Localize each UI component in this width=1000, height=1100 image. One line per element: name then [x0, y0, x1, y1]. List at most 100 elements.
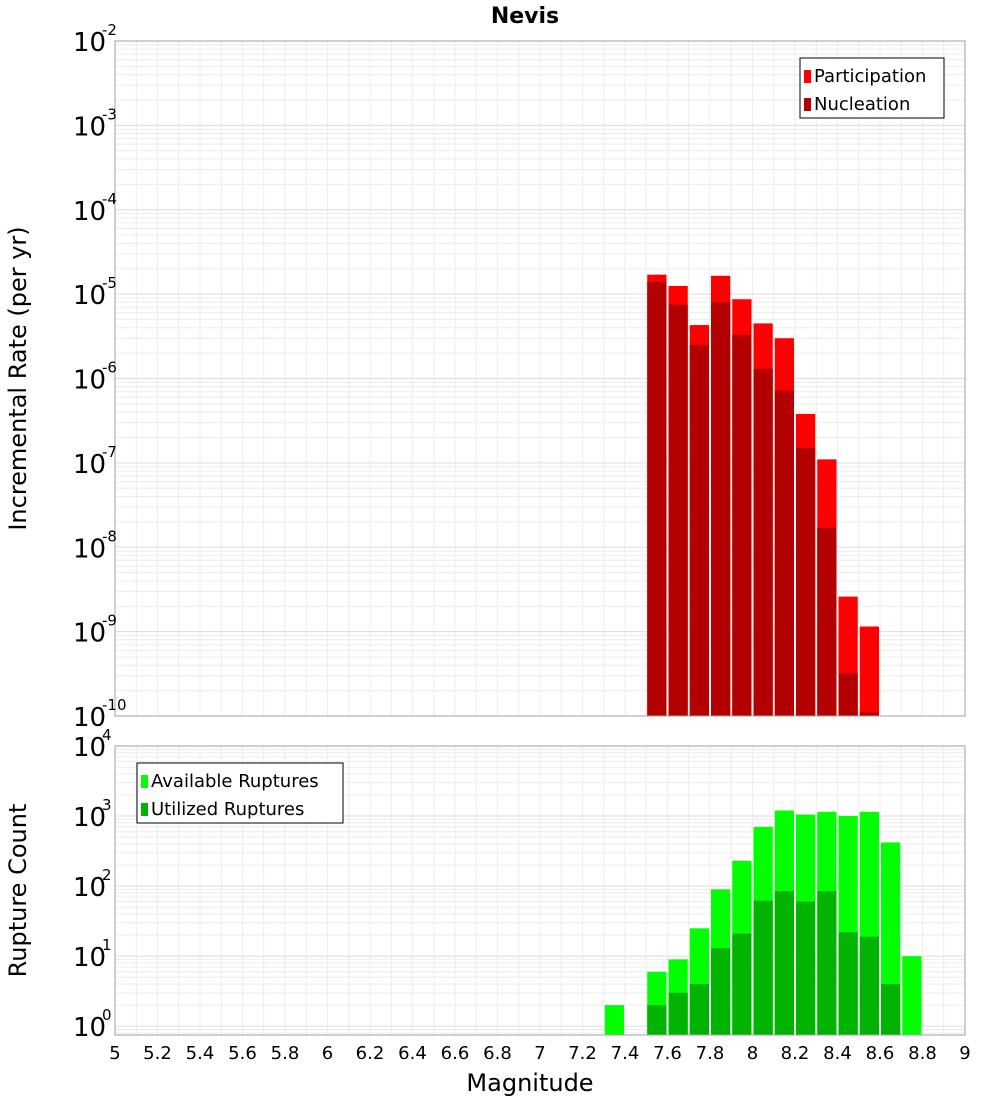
legend-label: Utilized Ruptures [151, 799, 304, 820]
y-tick-label: 10-3 [73, 105, 117, 142]
y-tick-base: 10 [73, 803, 106, 833]
legend: Participation Nucleation [799, 57, 945, 119]
bar [796, 901, 816, 1035]
bar [647, 281, 667, 716]
bar [689, 344, 709, 716]
legend: Available Ruptures Utilized Ruptures [136, 762, 344, 824]
y-tick-base: 10 [73, 703, 106, 733]
bar [647, 1005, 667, 1035]
bar [902, 956, 922, 1035]
x-tick-label: 6 [322, 1043, 333, 1064]
bar [838, 932, 858, 1035]
x-tick-label: 8.8 [908, 1043, 937, 1064]
legend-item: Nucleation [804, 94, 910, 115]
x-tick-label: 5 [109, 1043, 120, 1064]
y-tick-label: 10-7 [73, 443, 117, 480]
chart-title: Nevis [491, 4, 559, 29]
x-tick-label: 6.8 [483, 1043, 512, 1064]
x-tick-label: 9 [959, 1043, 970, 1064]
y-tick-label: 10-2 [73, 21, 117, 58]
legend-swatch [804, 98, 811, 111]
y-tick-base: 10 [73, 28, 106, 58]
x-tick-label: 5.6 [228, 1043, 257, 1064]
bar [668, 992, 688, 1035]
y-tick-base: 10 [73, 619, 106, 649]
y-tick-exponent: -4 [102, 190, 117, 208]
legend-swatch [804, 70, 811, 83]
y-tick-exponent: -5 [102, 274, 117, 292]
y-tick-exponent: -3 [102, 105, 117, 123]
y-tick-label: 10-4 [73, 190, 117, 227]
y-tick-exponent: 4 [102, 726, 112, 744]
y-tick-exponent: 2 [102, 866, 112, 884]
y-tick-base: 10 [73, 281, 106, 311]
x-tick-label: 8.2 [781, 1043, 810, 1064]
y-tick-label: 101 [73, 936, 112, 973]
bar [668, 304, 688, 716]
legend-item: Available Ruptures [141, 771, 319, 792]
y-tick-base: 10 [73, 1013, 106, 1043]
legend-item: Utilized Ruptures [141, 799, 304, 820]
y-tick-exponent: -8 [102, 527, 117, 545]
bar [732, 933, 752, 1035]
legend-item: Participation [804, 66, 926, 87]
y-tick-label: 10-8 [73, 527, 117, 564]
bar [817, 527, 837, 716]
x-tick-label: 7.4 [611, 1043, 640, 1064]
y-tick-base: 10 [73, 197, 106, 227]
x-tick-labels: 5 5.2 5.4 5.6 5.8 6 6.2 6.4 6.6 6.8 7 7.2 7.4 7.6 7.8 8… [109, 1043, 970, 1064]
x-tick-label: 8.4 [823, 1043, 852, 1064]
y-tick-base: 10 [73, 873, 106, 903]
series-nucleation [647, 281, 879, 716]
grid [114, 41, 966, 717]
plot-frame [114, 40, 966, 717]
y-tick-label: 102 [73, 866, 112, 903]
bars [604, 810, 922, 1035]
bar [689, 984, 709, 1035]
x-tick-label: 7.2 [568, 1043, 597, 1064]
y-tick-labels: 10-210-310-410-510-610-710-810-910-10 [73, 21, 127, 733]
legend-label: Participation [814, 66, 926, 87]
x-tick-label: 5.8 [271, 1043, 300, 1064]
y-tick-exponent: 3 [102, 796, 112, 814]
x-tick-label: 6.6 [441, 1043, 470, 1064]
y-tick-label: 103 [73, 796, 112, 833]
x-tick-label: 5.4 [186, 1043, 215, 1064]
y-tick-base: 10 [73, 450, 106, 480]
x-tick-label: 7 [534, 1043, 545, 1064]
x-tick-label: 8.6 [866, 1043, 895, 1064]
legend-label: Nucleation [814, 94, 910, 115]
bar [859, 626, 879, 716]
bar [711, 302, 731, 716]
bar [859, 936, 879, 1035]
bar [604, 1005, 624, 1035]
series-utilized-ruptures [647, 891, 901, 1035]
bar [774, 390, 794, 716]
y-tick-label: 100 [73, 1006, 112, 1043]
x-tick-label: 6.2 [356, 1043, 385, 1064]
y-tick-exponent: -6 [102, 359, 117, 377]
y-tick-exponent: 1 [102, 936, 112, 954]
bar [881, 984, 901, 1035]
y-tick-label: 10-6 [73, 359, 117, 396]
y-tick-label: 104 [73, 726, 112, 763]
legend-box [136, 762, 344, 824]
y-tick-label: 10-9 [73, 612, 117, 649]
y-tick-label: 10-5 [73, 274, 117, 311]
legend-swatch [141, 775, 148, 788]
y-tick-base: 10 [73, 366, 106, 396]
y-axis-label: Rupture Count [4, 804, 32, 978]
bars [647, 274, 879, 716]
y-tick-base: 10 [73, 733, 106, 763]
y-tick-base: 10 [73, 534, 106, 564]
x-tick-label: 7.6 [653, 1043, 682, 1064]
x-axis-label: Magnitude [466, 1069, 593, 1097]
legend-swatch [141, 803, 148, 816]
legend-box [799, 57, 945, 119]
bar [838, 673, 858, 716]
bar [711, 948, 731, 1035]
y-tick-base: 10 [73, 943, 106, 973]
